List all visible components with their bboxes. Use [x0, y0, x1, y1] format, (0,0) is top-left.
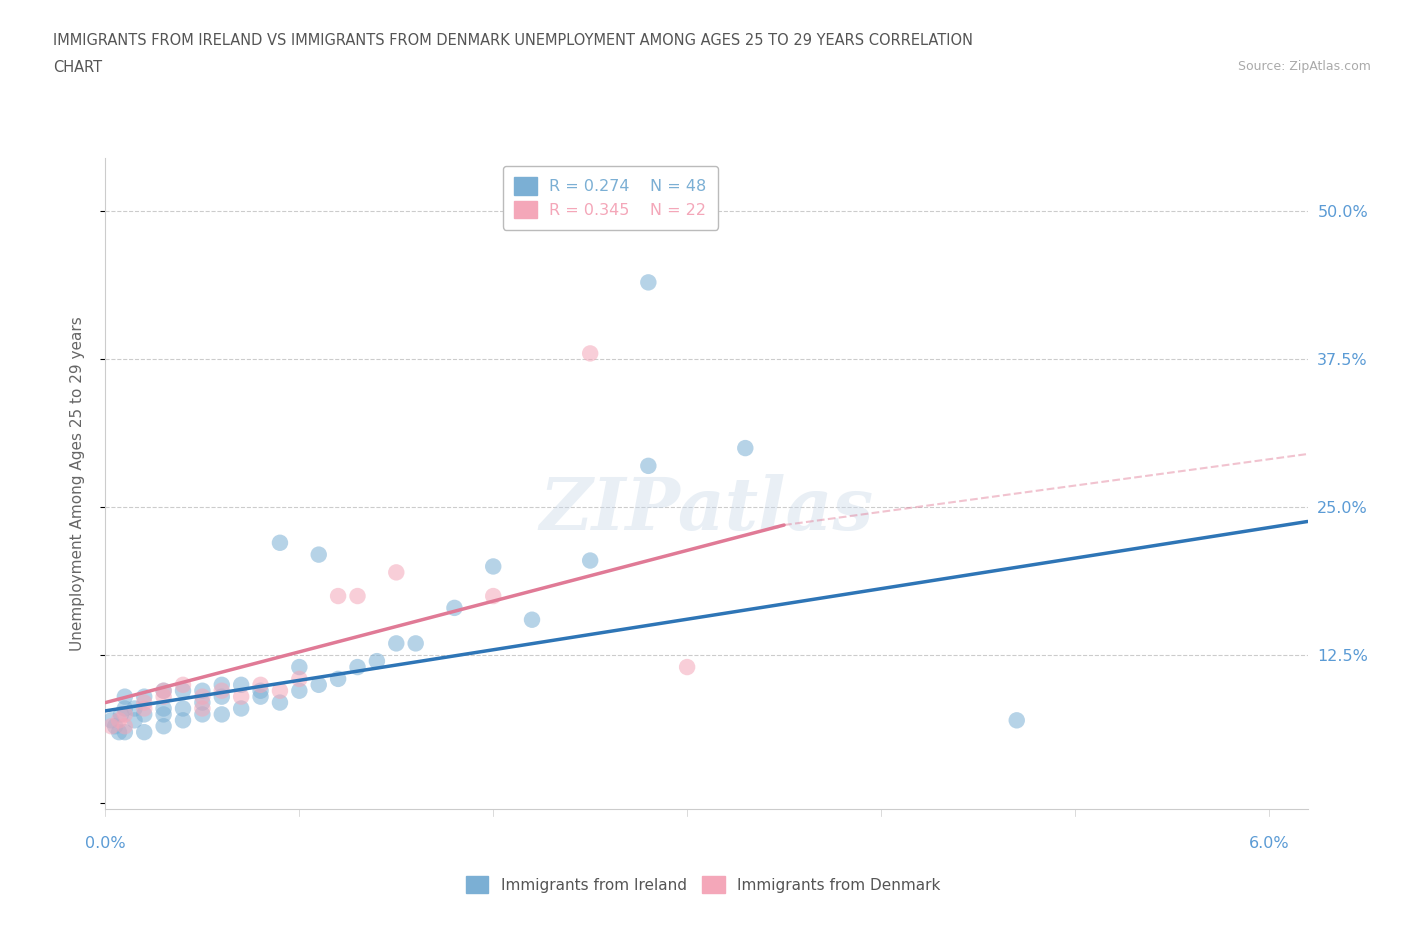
Point [211, 677, 233, 692]
Point [191, 701, 214, 716]
Point [191, 689, 214, 704]
Legend: Immigrants from Ireland, Immigrants from Denmark: Immigrants from Ireland, Immigrants from… [460, 870, 946, 899]
Point [676, 659, 699, 674]
Point [249, 677, 271, 692]
Point [269, 684, 291, 698]
Point [288, 659, 311, 674]
Point [172, 684, 194, 698]
Point [579, 346, 602, 361]
Point [134, 695, 156, 710]
Point [100, 713, 122, 728]
Point [114, 719, 136, 734]
Point [326, 589, 349, 604]
Text: 0.0%: 0.0% [86, 836, 125, 851]
Point [308, 547, 330, 562]
Point [1005, 713, 1028, 728]
Point [249, 689, 271, 704]
Point [482, 559, 505, 574]
Text: ZIPatlas: ZIPatlas [540, 474, 873, 545]
Point [134, 701, 156, 716]
Point [637, 458, 659, 473]
Point [346, 589, 368, 604]
Point [579, 553, 602, 568]
Point [231, 689, 253, 704]
Point [482, 589, 505, 604]
Point [211, 707, 233, 722]
Point [114, 707, 136, 722]
Point [520, 612, 543, 627]
Point [152, 719, 174, 734]
Point [385, 636, 408, 651]
Point [152, 684, 174, 698]
Point [172, 713, 194, 728]
Point [231, 701, 253, 716]
Point [108, 724, 131, 739]
Point [108, 713, 131, 728]
Point [443, 601, 465, 616]
Point [211, 689, 233, 704]
Point [734, 441, 756, 456]
Point [152, 707, 174, 722]
Point [100, 719, 122, 734]
Text: 6.0%: 6.0% [1249, 836, 1289, 851]
Point [134, 707, 156, 722]
Point [269, 695, 291, 710]
Point [110, 707, 132, 722]
Point [288, 684, 311, 698]
Point [124, 701, 146, 716]
Point [172, 677, 194, 692]
Text: IMMIGRANTS FROM IRELAND VS IMMIGRANTS FROM DENMARK UNEMPLOYMENT AMONG AGES 25 TO: IMMIGRANTS FROM IRELAND VS IMMIGRANTS FR… [53, 33, 973, 47]
Legend: R = 0.274    N = 48, R = 0.345    N = 22: R = 0.274 N = 48, R = 0.345 N = 22 [503, 166, 717, 230]
Point [346, 659, 368, 674]
Point [211, 684, 233, 698]
Point [249, 684, 271, 698]
Point [114, 701, 136, 716]
Point [134, 689, 156, 704]
Point [191, 707, 214, 722]
Point [191, 695, 214, 710]
Point [231, 677, 253, 692]
Point [114, 724, 136, 739]
Point [172, 701, 194, 716]
Text: Source: ZipAtlas.com: Source: ZipAtlas.com [1237, 60, 1371, 73]
Point [134, 724, 156, 739]
Y-axis label: Unemployment Among Ages 25 to 29 years: Unemployment Among Ages 25 to 29 years [70, 316, 84, 651]
Point [152, 684, 174, 698]
Point [637, 275, 659, 290]
Text: CHART: CHART [53, 60, 103, 75]
Point [269, 536, 291, 551]
Point [366, 654, 388, 669]
Point [308, 677, 330, 692]
Point [152, 701, 174, 716]
Point [152, 689, 174, 704]
Point [104, 719, 127, 734]
Point [288, 671, 311, 686]
Point [191, 684, 214, 698]
Point [405, 636, 427, 651]
Point [385, 565, 408, 579]
Point [114, 689, 136, 704]
Point [326, 671, 349, 686]
Point [124, 713, 146, 728]
